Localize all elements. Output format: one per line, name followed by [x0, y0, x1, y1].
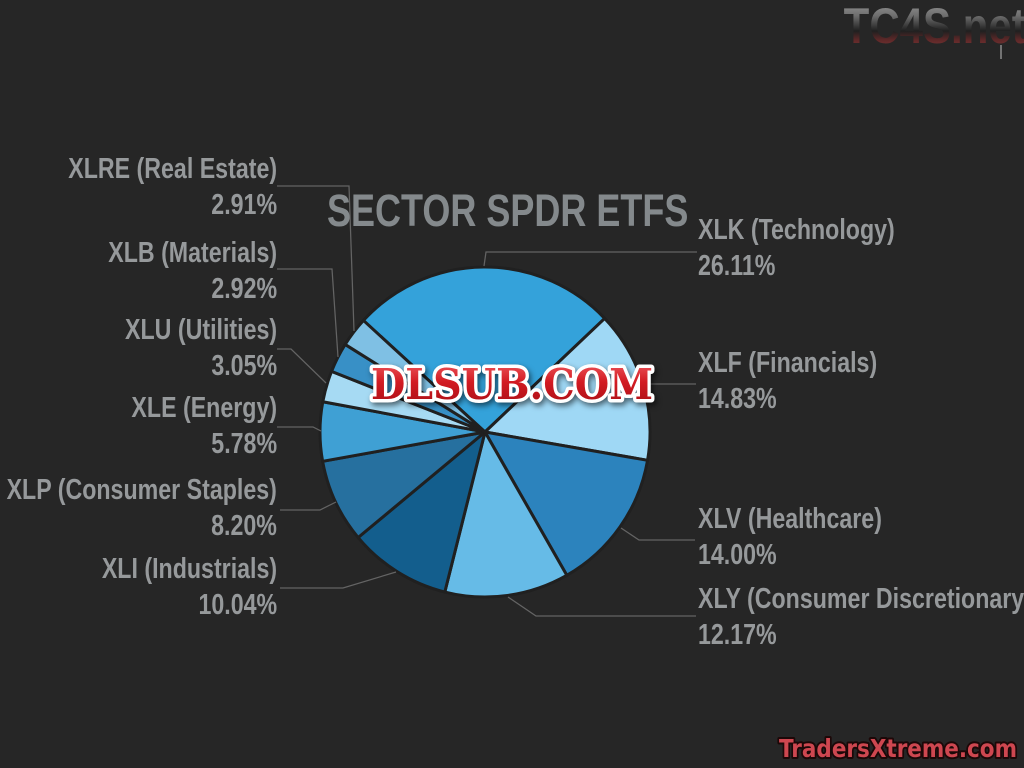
slice-label-name: XLP (Consumer Staples)	[6, 474, 277, 506]
pie-slice-XLI	[356, 430, 487, 594]
slice-label-XLY: XLY (Consumer Discretionary) 12.17%	[698, 581, 1024, 653]
leader-line-XLK	[483, 251, 697, 267]
pie-slice-XLV	[483, 430, 650, 577]
dlsub-watermark: DLSUB.COM	[368, 357, 657, 413]
tradersxtreme-watermark: TradersXtreme.com	[777, 732, 1019, 765]
leader-line-XLE	[277, 426, 322, 432]
pie-slice-XLRE	[343, 318, 487, 434]
slice-label-percent: 5.78%	[211, 428, 277, 460]
slice-label-name: XLI (Industrials)	[101, 553, 277, 585]
pie-slice-XLK	[361, 265, 607, 434]
slice-label-name: XLF (Financials)	[698, 347, 878, 379]
leader-line-XLI	[280, 571, 397, 589]
slice-label-percent: 3.05%	[211, 350, 277, 382]
slice-label-percent: 26.11%	[698, 250, 776, 282]
slice-label-XLE: XLE (Energy) 5.78%	[131, 390, 277, 462]
tc4s-watermark: TC4S.net	[843, 0, 1024, 54]
slice-label-name: XLB (Materials)	[108, 237, 277, 269]
leader-line-XLB	[277, 268, 339, 358]
pie-slice-XLF	[483, 316, 652, 462]
leader-line-XLRE	[277, 185, 355, 332]
leader-line-XLV	[620, 527, 695, 541]
slice-label-name: XLRE (Real Estate)	[68, 153, 277, 185]
tc4s-watermark-tick	[1000, 45, 1002, 59]
leader-line-XLP	[280, 501, 337, 511]
slice-label-name: XLK (Technology)	[698, 214, 895, 246]
slice-label-percent: 12.17%	[698, 619, 777, 651]
slice-label-percent: 14.83%	[698, 383, 777, 415]
slice-label-name: XLY (Consumer Discretionary)	[698, 583, 1024, 615]
slice-label-XLF: XLF (Financials) 14.83%	[698, 345, 877, 417]
slice-label-percent: 8.20%	[211, 510, 277, 542]
slice-label-XLI: XLI (Industrials) 10.04%	[102, 551, 277, 623]
slice-label-XLV: XLV (Healthcare) 14.00%	[698, 501, 882, 573]
slice-label-XLRE: XLRE (Real Estate) 2.91%	[68, 151, 277, 223]
slice-label-percent: 14.00%	[698, 539, 777, 571]
dlsub-watermark-text: DLSUB.COM	[371, 360, 653, 409]
slice-label-percent: 10.04%	[198, 589, 277, 621]
tradersxtreme-watermark-text: TradersXtreme.com	[779, 734, 1017, 763]
slice-label-XLB: XLB (Materials) 2.92%	[108, 235, 277, 307]
pie-slices	[318, 265, 652, 599]
slice-label-XLU: XLU (Utilities) 3.05%	[125, 312, 277, 384]
slice-label-percent: 2.91%	[211, 189, 277, 221]
leader-line-XLU	[277, 348, 327, 384]
slice-label-name: XLE (Energy)	[131, 392, 277, 424]
slice-label-percent: 2.92%	[211, 273, 277, 305]
slice-label-name: XLU (Utilities)	[124, 314, 277, 346]
slice-label-XLP: XLP (Consumer Staples) 8.20%	[7, 472, 277, 544]
slice-label-XLK: XLK (Technology) 26.11%	[698, 212, 895, 284]
leader-line-XLY	[507, 596, 696, 617]
leader-lines	[277, 185, 697, 617]
slice-label-name: XLV (Healthcare)	[698, 503, 882, 535]
chart-title: SECTOR SPDR ETFS	[327, 185, 689, 236]
